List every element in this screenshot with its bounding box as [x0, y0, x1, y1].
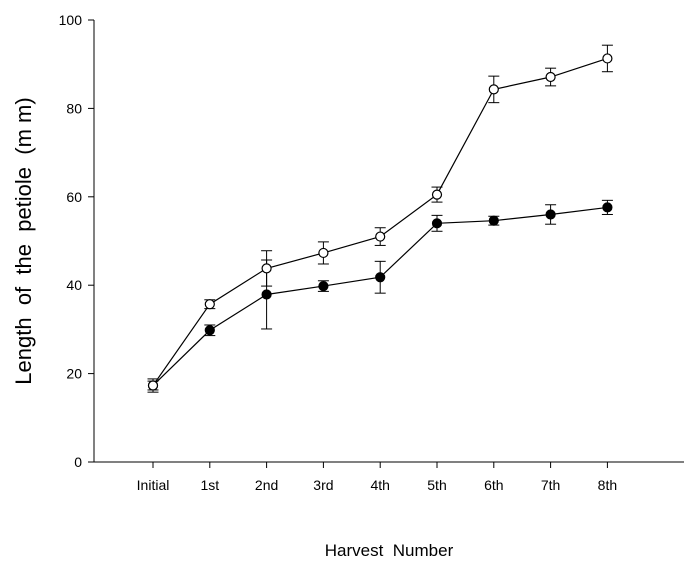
y-axis-ticks: 0 20 40 60 80 100 — [59, 12, 94, 470]
data-point — [545, 71, 556, 83]
y-tick-label: 100 — [59, 12, 83, 28]
series-layer — [147, 44, 613, 393]
x-axis-title: Harvest Number — [325, 541, 454, 560]
x-tick-label: 1st — [200, 477, 219, 493]
x-tick-label: 8th — [598, 477, 617, 493]
data-point — [261, 263, 272, 274]
data-point — [602, 202, 613, 213]
data-point — [147, 380, 159, 391]
x-tick-label: 4th — [370, 477, 389, 493]
y-axis-title: Length of the petiole (m m) — [11, 97, 36, 384]
data-point — [375, 272, 386, 283]
y-tick-label: 40 — [66, 277, 82, 293]
data-point — [261, 289, 272, 300]
x-axis-ticks: Initial 1st 2nd 3rd 4th 5th 6th 7th 8th — [137, 462, 617, 493]
x-tick-label: 2nd — [255, 477, 278, 493]
data-point — [431, 189, 443, 200]
data-point — [318, 280, 329, 292]
y-tick-label: 20 — [66, 366, 82, 382]
x-tick-label: Initial — [137, 477, 170, 493]
y-tick-label: 60 — [66, 189, 82, 205]
data-point — [375, 231, 386, 242]
y-tick-label: 80 — [66, 100, 82, 116]
x-tick-label: 5th — [427, 477, 446, 493]
data-point — [488, 84, 499, 95]
data-point — [204, 299, 215, 310]
x-tick-label: 7th — [541, 477, 560, 493]
data-point — [318, 247, 329, 259]
series-0 — [147, 44, 613, 391]
y-tick-label: 0 — [74, 454, 82, 470]
data-point — [204, 325, 215, 336]
data-point — [431, 218, 443, 229]
series-line — [152, 57, 608, 386]
data-point — [545, 209, 556, 220]
x-tick-label: 3rd — [313, 477, 333, 493]
x-tick-label: 6th — [484, 477, 503, 493]
data-point — [488, 215, 499, 226]
data-point — [602, 53, 613, 64]
